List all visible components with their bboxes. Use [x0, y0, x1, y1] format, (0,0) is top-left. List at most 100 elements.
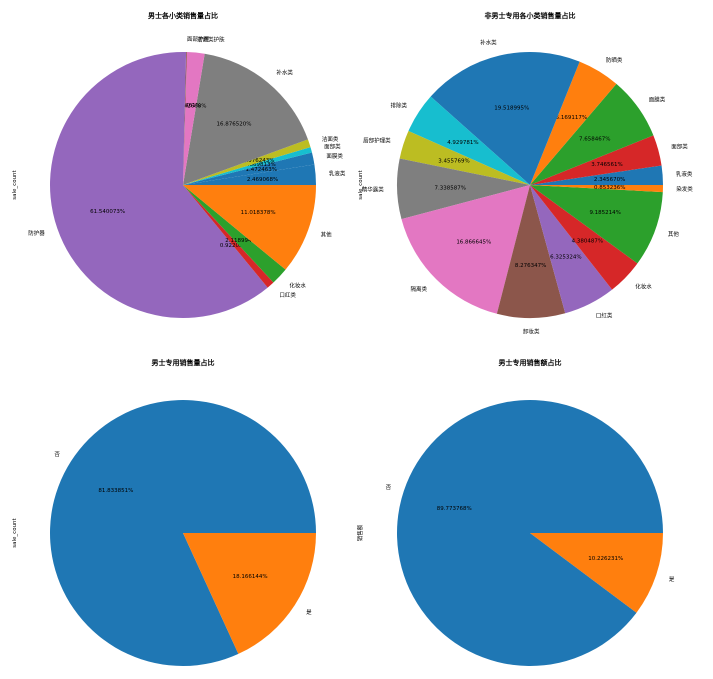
slice-label: 口红类 — [279, 291, 296, 299]
slice-percent-label: 0.101461% — [169, 103, 200, 109]
slice-percent-label: 81.833851% — [98, 488, 133, 494]
chart-title: 男士专用销售量占比 — [152, 358, 215, 367]
slice-percent-label: 2.118994% — [225, 238, 256, 244]
slice-label: 否 — [386, 484, 392, 491]
pie-slice — [530, 165, 663, 185]
slice-label: 面部类 — [671, 143, 688, 151]
pie-slice — [496, 185, 566, 319]
slice-percent-label: 6.325324% — [550, 254, 581, 260]
pie-slice — [183, 185, 316, 270]
pie-slice — [49, 52, 268, 319]
pie-slice — [530, 185, 613, 314]
slice-label: 染发类 — [676, 185, 693, 193]
pie-slice — [50, 400, 316, 667]
pie-slice — [183, 53, 308, 185]
chart-title: 男士专用销售额占比 — [499, 358, 562, 367]
slice-percent-label: 19.518995% — [494, 105, 529, 111]
slice-label: 化妆水 — [635, 283, 652, 291]
pie-slice — [530, 83, 654, 185]
pie-slice — [530, 61, 617, 186]
slice-label: 面膜类 — [326, 152, 343, 160]
slice-percent-label: 89.773768% — [437, 506, 472, 512]
y-axis-label: 销售额 — [356, 524, 364, 541]
slice-label: 面膜类 — [649, 96, 666, 104]
slice-percent-label: 0.853236% — [594, 185, 625, 191]
slice-percent-label: 3.746561% — [591, 162, 622, 168]
slice-label: 乳液类 — [676, 170, 693, 178]
slice-label: 是 — [306, 609, 312, 616]
slice-percent-label: 4.929781% — [447, 140, 478, 146]
slice-label: 口红类 — [596, 312, 613, 320]
pie-slice — [183, 533, 316, 654]
slice-label: 精华露类 — [362, 185, 385, 193]
pie-slice — [399, 131, 530, 185]
slice-percent-label: 18.166144% — [233, 574, 268, 580]
slice-percent-label: 0.922022% — [220, 243, 251, 249]
slice-label: 洁面类 — [322, 135, 339, 143]
pie-slice — [183, 139, 311, 185]
slice-percent-label: 8.276347% — [515, 263, 546, 269]
pie-slice — [401, 185, 530, 314]
chart-title: 男士各小类销售量占比 — [148, 11, 218, 20]
slice-percent-label: 2.142668% — [175, 104, 206, 110]
slice-label: 洁面类护肤 — [197, 35, 225, 43]
slice-label: 否 — [54, 451, 60, 458]
pie-slice — [530, 135, 662, 185]
pie-slice — [397, 158, 530, 220]
slice-percent-label: 1.472463% — [245, 167, 276, 173]
pie-slice — [183, 185, 274, 288]
slice-percent-label: 16.876520% — [216, 122, 251, 128]
slice-percent-label: 3.455769% — [438, 159, 469, 165]
pie-slice — [530, 185, 663, 193]
slice-percent-label: 2.345670% — [594, 177, 625, 183]
slice-percent-label: 16.866645% — [456, 240, 491, 246]
slice-percent-label: 11.018378% — [241, 210, 276, 216]
slice-label: 卸妆类 — [523, 327, 540, 335]
slice-label: 化妆水 — [289, 281, 306, 289]
slice-percent-label: 61.540073% — [90, 209, 125, 215]
pie-slice — [530, 185, 663, 264]
pie-chart-2: 非男士专用各小类销售量占比 sale_count 乳液类 2.345670% 面部类 3.… — [358, 11, 693, 335]
y-axis-label: sale_count — [358, 169, 364, 199]
pie-slice — [530, 533, 663, 613]
slice-label: 面部护理 — [187, 35, 210, 43]
chart-title: 非男士专用各小类销售量占比 — [485, 11, 576, 20]
slice-percent-label: 9.185214% — [589, 210, 620, 216]
slice-label: 其他 — [668, 230, 680, 238]
slice-percent-label: 2.469068% — [247, 177, 278, 183]
pie-slice — [183, 185, 286, 283]
pie-slice — [183, 147, 312, 185]
pie-slice — [408, 96, 530, 185]
slice-label: 是 — [669, 576, 675, 583]
slice-label: 防护器 — [28, 229, 45, 237]
pie-slice — [530, 185, 638, 290]
slice-percent-label: 7.338587% — [434, 185, 465, 191]
pie-chart-3: 男士专用销售量占比 sale_count 否 81.833851% 是 18.166144… — [12, 358, 316, 667]
slice-percent-label: 10.226231% — [588, 556, 623, 562]
y-axis-label: sale_count — [12, 517, 18, 547]
slice-label: 面部类 — [324, 142, 341, 150]
slice-label: 其他 — [321, 230, 333, 238]
slice-label: 唇部护理类 — [363, 136, 391, 144]
pie-slice — [183, 164, 316, 185]
pie-slice — [183, 52, 205, 186]
slice-label: 补水类 — [276, 68, 293, 76]
slice-label: 防晒类 — [606, 56, 623, 64]
slice-label: 隔离类 — [410, 285, 427, 293]
pie-slice — [183, 152, 315, 185]
pie-slice — [183, 52, 187, 185]
slice-percent-label: 7.658467% — [579, 136, 610, 142]
pie-slice — [430, 52, 580, 185]
slice-percent-label: 4.380487% — [572, 238, 603, 244]
slice-percent-label: 0.976243% — [243, 158, 274, 164]
slice-percent-label: 0.669813% — [244, 162, 275, 168]
pie-slice — [397, 400, 663, 667]
slice-label: 排除类 — [391, 102, 408, 110]
slice-percent-label: 5.169117% — [556, 115, 587, 121]
slice-label: 乳液类 — [329, 170, 346, 178]
pie-chart-1: 男士各小类销售量占比 sale_count 乳液类 2.469068% 面膜类 1.472… — [12, 11, 346, 319]
slice-label: 补水类 — [480, 39, 497, 47]
y-axis-label: sale_count — [12, 169, 18, 199]
